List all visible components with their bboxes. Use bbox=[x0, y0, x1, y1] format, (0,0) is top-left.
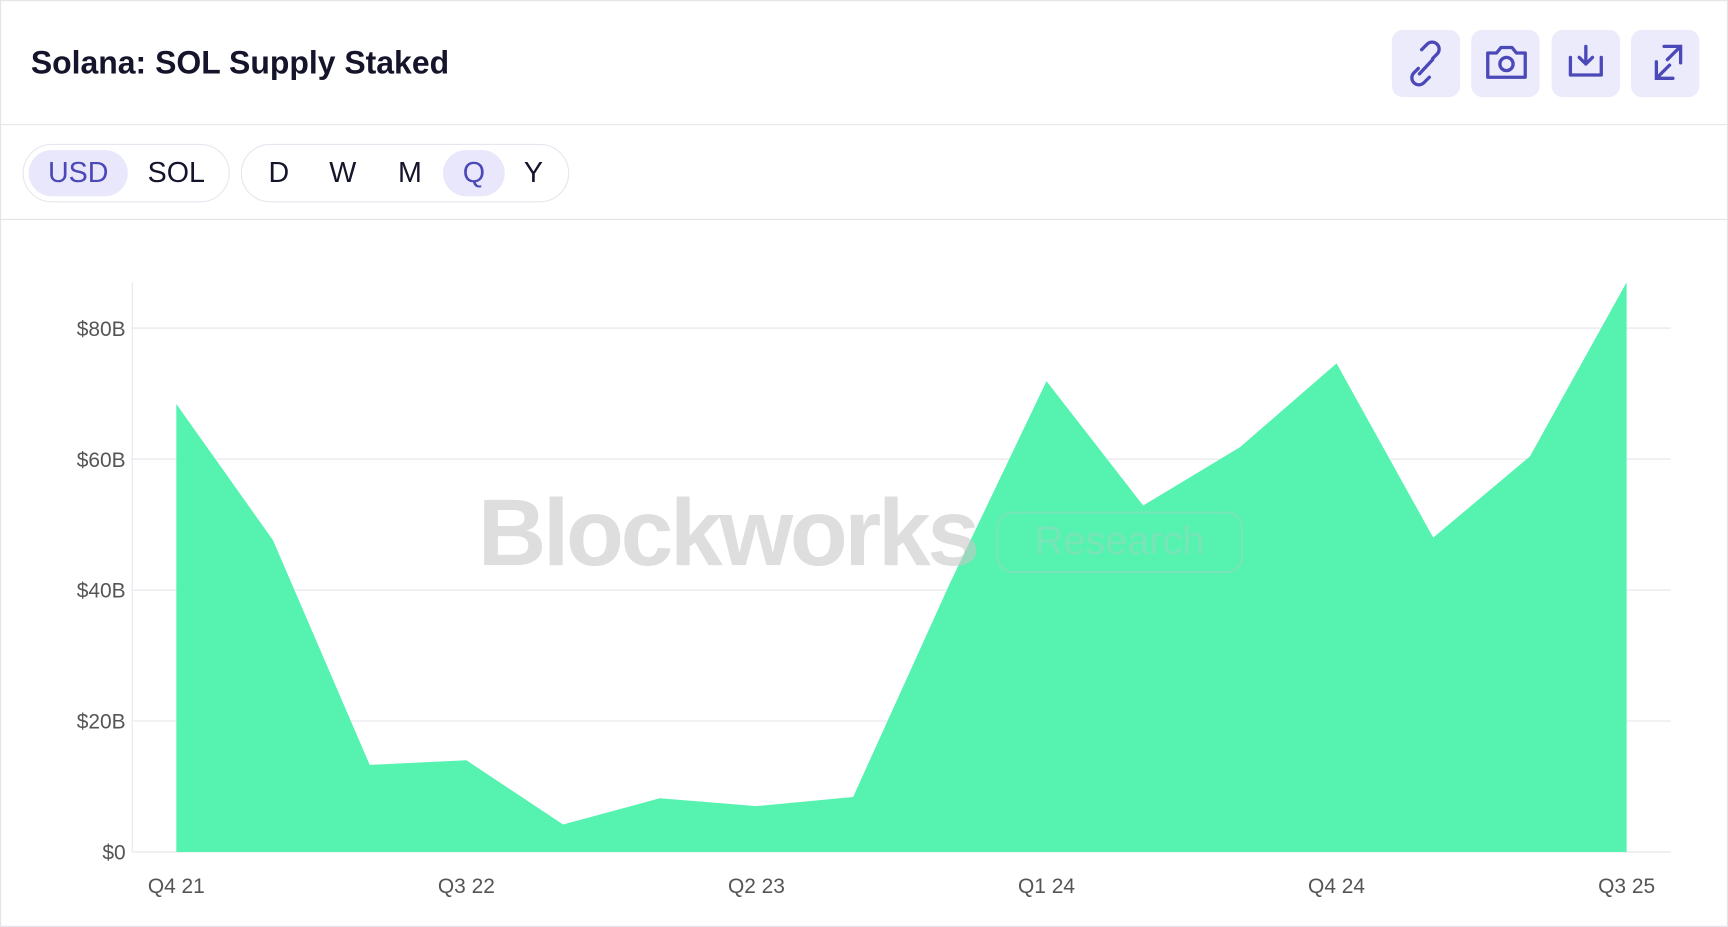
link-icon bbox=[1410, 40, 1441, 87]
x-tick-label: Q1 24 bbox=[1018, 875, 1075, 898]
watermark-tag: Research bbox=[1035, 519, 1205, 563]
unit-option[interactable]: USD bbox=[48, 157, 108, 189]
x-tick-label: Q3 22 bbox=[438, 875, 495, 898]
x-tick-label: Q2 23 bbox=[728, 875, 785, 898]
area bbox=[176, 282, 1627, 852]
period-option[interactable]: Q bbox=[463, 157, 485, 189]
download-icon bbox=[1568, 44, 1603, 77]
y-tick-label: $40B bbox=[77, 580, 126, 603]
y-tick-label: $80B bbox=[77, 318, 126, 341]
y-tick-label: $0 bbox=[102, 842, 125, 865]
selected-pill bbox=[28, 149, 128, 197]
expand-icon bbox=[1654, 44, 1683, 80]
x-tick-label: Q3 25 bbox=[1598, 875, 1655, 898]
camera-lens bbox=[1498, 55, 1515, 73]
watermark-box bbox=[996, 511, 1244, 574]
y-tick-label: $20B bbox=[77, 711, 126, 734]
x-tick-label: Q4 21 bbox=[148, 875, 205, 898]
period-option[interactable]: M bbox=[398, 157, 422, 189]
period-option[interactable]: Y bbox=[524, 157, 543, 189]
period-option[interactable]: W bbox=[329, 157, 356, 189]
period-option[interactable]: D bbox=[268, 157, 289, 189]
link-button[interactable] bbox=[1391, 29, 1461, 98]
title: Solana: SOL Supply Staked bbox=[31, 45, 449, 81]
watermark-brand: Blockworks bbox=[478, 480, 977, 586]
selected-pill bbox=[443, 149, 505, 197]
icon-buttons bbox=[1391, 29, 1700, 98]
x-tick-label: Q4 24 bbox=[1308, 875, 1365, 898]
y-tick-label: $60B bbox=[77, 449, 126, 472]
camera-icon bbox=[1486, 45, 1527, 79]
expand-button[interactable] bbox=[1631, 29, 1700, 98]
camera-button[interactable] bbox=[1471, 29, 1540, 98]
unit-option[interactable]: SOL bbox=[148, 157, 205, 189]
